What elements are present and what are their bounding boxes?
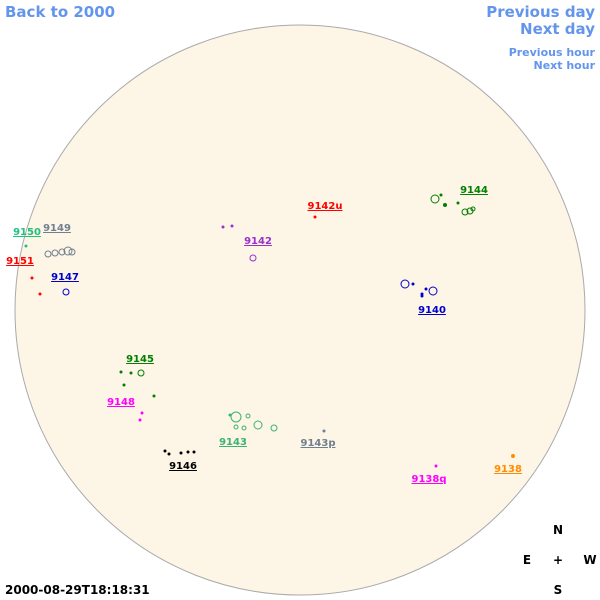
sunspot xyxy=(62,288,70,296)
region-label[interactable]: 9143 xyxy=(219,437,247,448)
solar-disk xyxy=(14,24,586,596)
sunspot xyxy=(420,294,424,298)
compass-s: S xyxy=(554,583,563,597)
sunspot xyxy=(461,208,469,216)
compass-e: E xyxy=(523,553,531,567)
sunspot xyxy=(424,287,428,291)
sunspot xyxy=(24,244,28,248)
sunspot xyxy=(68,248,76,256)
region-label[interactable]: 9138 xyxy=(494,464,522,475)
sunspot xyxy=(186,450,190,454)
region-label[interactable]: 9149 xyxy=(43,223,71,234)
sunspot xyxy=(192,450,196,454)
compass-center: + xyxy=(553,553,563,567)
compass-n: N xyxy=(553,523,563,537)
sunspot xyxy=(138,418,142,422)
region-label[interactable]: 9151 xyxy=(6,256,34,267)
sunspot xyxy=(430,194,440,204)
back-link[interactable]: Back to 2000 xyxy=(5,3,115,21)
sunspot xyxy=(322,429,326,433)
sunspot xyxy=(233,424,239,430)
region-label[interactable]: 9143p xyxy=(301,438,336,449)
sunspot xyxy=(511,454,515,458)
sunspot xyxy=(456,201,460,205)
sunspot xyxy=(270,424,278,432)
sunspot xyxy=(137,369,145,377)
region-label[interactable]: 9148 xyxy=(107,397,135,408)
region-label[interactable]: 9145 xyxy=(126,354,154,365)
sunspot xyxy=(411,282,415,286)
prev-day-link[interactable]: Previous day xyxy=(486,3,595,21)
timestamp: 2000-08-29T18:18:31 xyxy=(5,583,150,597)
next-day-link[interactable]: Next day xyxy=(520,20,595,38)
next-hour-link[interactable]: Next hour xyxy=(534,59,596,72)
region-label[interactable]: 9142u xyxy=(308,201,343,212)
sunspot xyxy=(163,449,167,453)
sunspot xyxy=(443,203,447,207)
sunspot xyxy=(241,425,247,431)
sunspot xyxy=(230,224,234,228)
sunspot xyxy=(439,193,443,197)
sunspot xyxy=(30,276,34,280)
sunspot xyxy=(470,206,476,212)
sunspot xyxy=(253,420,263,430)
region-label[interactable]: 9140 xyxy=(418,305,446,316)
sunspot xyxy=(228,413,232,417)
region-label[interactable]: 9146 xyxy=(169,461,197,472)
region-label[interactable]: 9147 xyxy=(51,272,79,283)
sunspot xyxy=(140,411,144,415)
sunspot xyxy=(122,383,126,387)
sunspot xyxy=(38,292,42,296)
sunspot xyxy=(313,215,317,219)
sunspot xyxy=(58,248,66,256)
region-label[interactable]: 9138q xyxy=(412,474,447,485)
region-label[interactable]: 9144 xyxy=(460,185,488,196)
sunspot xyxy=(428,286,438,296)
sunspot xyxy=(221,225,225,229)
region-label[interactable]: 9142 xyxy=(244,236,272,247)
compass-w: W xyxy=(583,553,596,567)
prev-hour-link[interactable]: Previous hour xyxy=(509,46,596,59)
sunspot xyxy=(434,464,438,468)
sunspot xyxy=(63,246,73,256)
region-label[interactable]: 9150 xyxy=(13,227,41,238)
sunspot xyxy=(152,394,156,398)
sunspot xyxy=(119,370,123,374)
sunspot xyxy=(245,413,251,419)
sunspot xyxy=(230,411,242,423)
sunspot xyxy=(400,279,410,289)
sunspot xyxy=(179,451,183,455)
sunspot xyxy=(129,371,133,375)
sunspot xyxy=(249,254,257,262)
sunspot xyxy=(51,249,59,257)
sunspot xyxy=(167,452,171,456)
sunspot xyxy=(44,250,52,258)
